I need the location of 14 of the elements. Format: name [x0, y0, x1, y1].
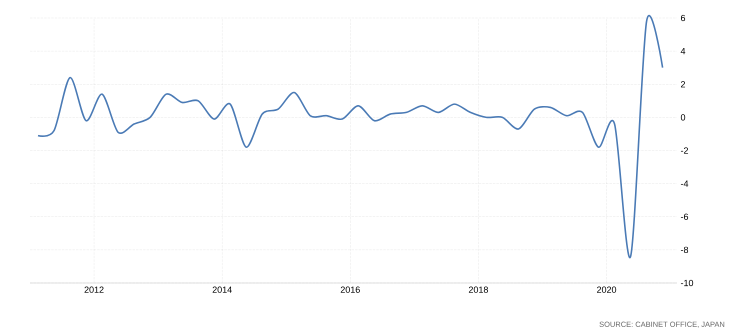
- y-tick-label: 0: [680, 114, 686, 121]
- x-tick-label: 2018: [468, 286, 488, 293]
- y-tick-label: 4: [680, 48, 686, 54]
- y-tick-label: -2: [680, 147, 688, 154]
- x-tick-label: 2014: [212, 286, 232, 293]
- y-tick-label: -6: [680, 214, 688, 220]
- y-tick-label: 6: [680, 14, 686, 22]
- x-tick-label: 2012: [84, 286, 104, 293]
- y-tick-label: -8: [680, 246, 688, 254]
- x-tick-label: 2016: [340, 286, 360, 293]
- x-tick-label: 2020: [597, 286, 616, 293]
- y-tick-label: -4: [680, 180, 688, 187]
- y-tick-label: 2: [680, 81, 686, 88]
- y-tick-label: -10: [680, 280, 694, 286]
